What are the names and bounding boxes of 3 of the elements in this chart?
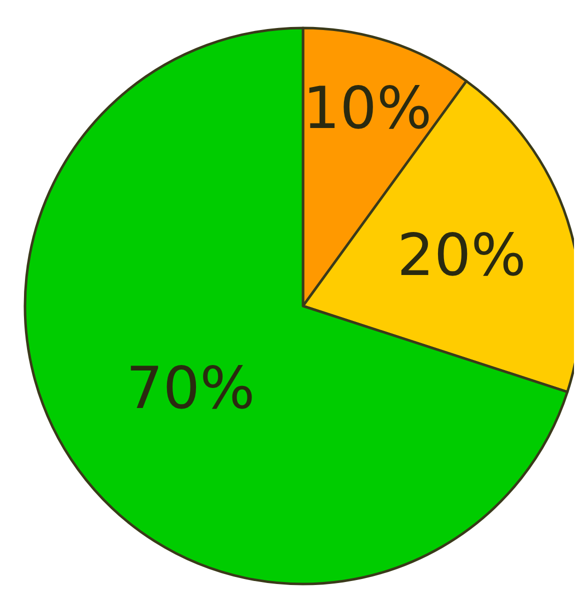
data-label: 10% (302, 74, 432, 142)
data-label: 70% (126, 354, 256, 422)
data-label: 20% (397, 220, 526, 289)
